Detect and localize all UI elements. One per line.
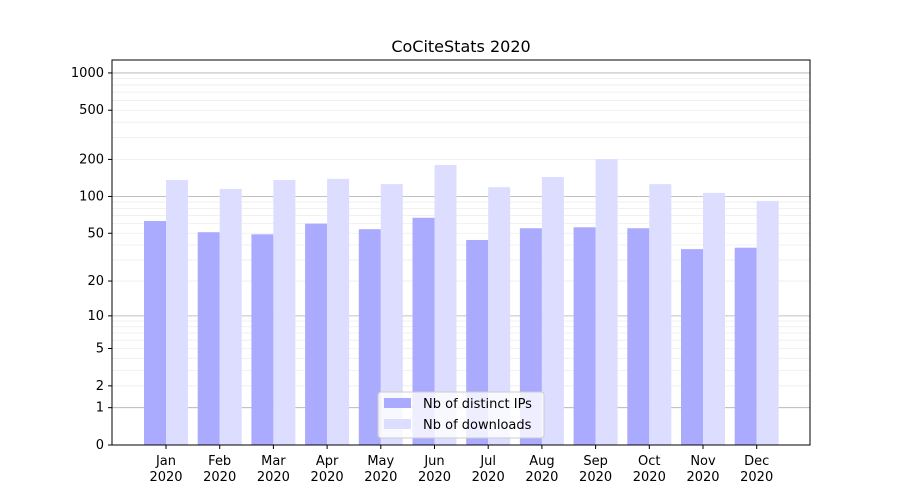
bar-ips [197,232,220,445]
x-tick-label: Jan 2020 [149,454,182,485]
bar-ips [358,229,381,445]
x-tick-label: Nov 2020 [686,454,719,485]
bar-ips [519,228,542,445]
bar-downloads [434,165,457,445]
y-tick-label: 200 [79,152,104,167]
legend-swatch [384,419,411,429]
legend-label: Nb of downloads [423,418,532,433]
x-tick-label: Mar 2020 [257,454,290,485]
y-tick-label: 2 [96,379,104,394]
legend-label: Nb of distinct IPs [423,397,532,412]
bar-downloads [327,178,350,445]
plot-frame [111,59,811,446]
bar-ips [573,227,596,445]
x-tick-label: Feb 2020 [203,454,236,485]
bar-downloads [703,192,725,445]
legend-box [377,391,545,439]
y-tick-label: 500 [79,103,104,118]
y-tick-label: 1000 [71,66,104,81]
bar-downloads [273,180,296,446]
y-tick-label: 10 [87,309,104,324]
bar-downloads [649,184,672,445]
x-tick-label: Sep 2020 [579,454,612,485]
bar-ips [251,234,274,445]
y-tick-label: 50 [87,226,104,241]
bar-ips [412,217,435,445]
y-tick-label: 1 [96,401,104,416]
bar-ips [305,223,328,445]
x-tick-label: May 2020 [364,454,397,485]
x-tick-label: Jul 2020 [472,454,505,485]
bar-downloads [595,159,618,446]
bar-downloads [166,180,188,446]
bar-downloads [756,200,779,445]
bar-downloads [219,189,242,445]
x-tick-label: Oct 2020 [633,454,666,485]
y-tick-label: 0 [96,438,104,453]
y-tick-label: 5 [96,342,104,357]
x-tick-label: Aug 2020 [525,454,558,485]
bar-downloads [380,184,403,445]
bar-downloads [541,176,564,446]
legend-swatch [384,398,411,408]
bar-downloads [488,187,511,445]
x-tick-label: Dec 2020 [740,454,773,485]
bar-ips [681,249,703,445]
bar-ips [734,247,757,445]
chart-title: CoCiteStats 2020 [391,37,530,56]
legend: Nb of distinct IPs Nb of downloads [377,391,545,439]
bar-ips [144,221,166,445]
bar-ips [627,228,650,445]
y-tick-label: 100 [79,189,104,204]
x-tick-label: Apr 2020 [311,454,344,485]
y-tick-label: 20 [87,274,104,289]
x-tick-label: Jun 2020 [418,454,451,485]
